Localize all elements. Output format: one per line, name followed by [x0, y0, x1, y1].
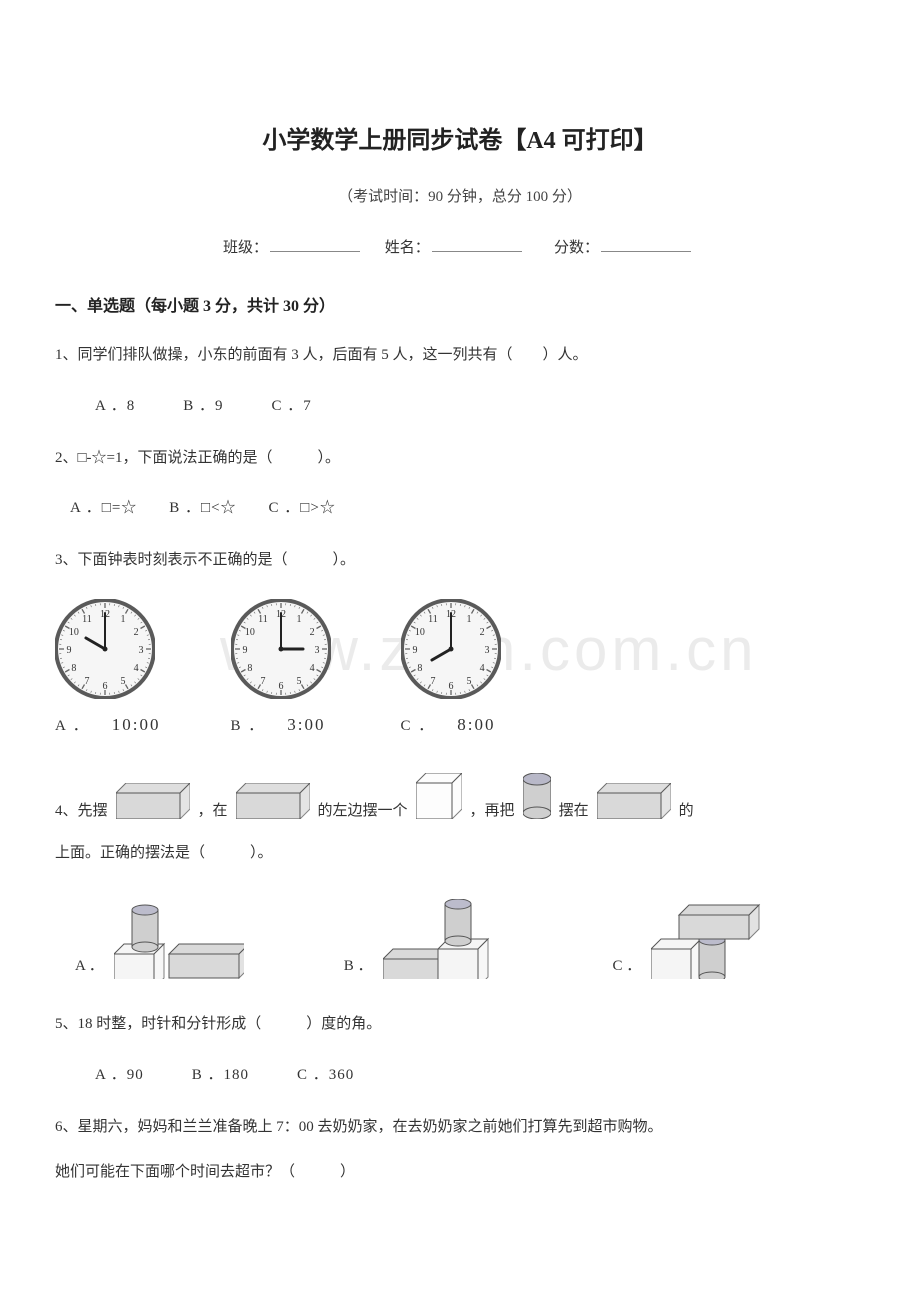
- q2-text: 2、□-☆=1，下面说法正确的是（ ）。: [55, 443, 865, 475]
- svg-text:7: 7: [85, 676, 90, 687]
- svg-text:5: 5: [466, 676, 471, 687]
- cuboid-icon: [236, 783, 310, 832]
- q4-pre: 4、先摆: [55, 795, 108, 832]
- svg-text:6: 6: [103, 681, 108, 692]
- class-label: 班级：: [223, 240, 268, 256]
- cuboid-icon: [116, 783, 190, 832]
- q2-options: A ．□=☆ B ．□<☆ C ．□>☆: [70, 496, 865, 517]
- arrangement-option: C ．: [613, 899, 772, 979]
- svg-text:7: 7: [260, 676, 265, 687]
- svg-text:1: 1: [296, 613, 301, 624]
- svg-text:8: 8: [71, 663, 76, 674]
- svg-text:4: 4: [134, 663, 139, 674]
- clock-option-label: B ．: [231, 714, 266, 735]
- arrangement-label: A ．: [75, 954, 104, 979]
- name-label: 姓名：: [385, 240, 430, 256]
- q5-options: A ．90 B ．180 C ．360: [95, 1063, 865, 1084]
- svg-text:1: 1: [466, 613, 471, 624]
- clock-option-label: A ．: [55, 714, 90, 735]
- score-label: 分数：: [554, 240, 599, 256]
- q4-mid5: 的: [679, 795, 694, 832]
- name-blank[interactable]: [432, 251, 522, 252]
- q4-mid3: ，再把: [470, 795, 515, 832]
- section-1-header: 一、单选题（每小题 3 分，共计 30 分）: [55, 292, 865, 316]
- svg-text:8: 8: [247, 663, 252, 674]
- svg-text:2: 2: [134, 627, 139, 638]
- q4-mid2: 的左边摆一个: [318, 795, 408, 832]
- svg-text:9: 9: [242, 645, 247, 656]
- svg-text:4: 4: [479, 663, 484, 674]
- svg-text:5: 5: [296, 676, 301, 687]
- svg-text:11: 11: [82, 613, 92, 624]
- svg-text:3: 3: [314, 645, 319, 656]
- svg-text:2: 2: [479, 627, 484, 638]
- svg-text:10: 10: [244, 627, 254, 638]
- svg-text:3: 3: [139, 645, 144, 656]
- arrangement-option: A ．: [75, 899, 244, 979]
- student-info-line: 班级： 姓名： 分数：: [55, 236, 865, 257]
- svg-text:7: 7: [430, 676, 435, 687]
- svg-text:4: 4: [309, 663, 314, 674]
- q6-text: 6、星期六，妈妈和兰兰准备晚上 7：00 去奶奶家，在去奶奶家之前她们打算先到超…: [55, 1112, 865, 1144]
- svg-text:11: 11: [428, 613, 438, 624]
- arrangement-label: B ．: [344, 954, 373, 979]
- q6-text2: 她们可能在下面哪个时间去超市？（ ）: [55, 1157, 865, 1189]
- cuboid-icon: [597, 783, 671, 832]
- svg-text:9: 9: [412, 645, 417, 656]
- cylinder-icon: [523, 773, 551, 832]
- clock-time-label: 3:00: [287, 715, 325, 735]
- q5-text: 5、18 时整，时针和分针形成（ ）度的角。: [55, 1009, 865, 1041]
- svg-text:3: 3: [484, 645, 489, 656]
- svg-text:9: 9: [67, 645, 72, 656]
- clock-option-label: C ．: [401, 714, 436, 735]
- score-blank[interactable]: [601, 251, 691, 252]
- svg-text:8: 8: [417, 663, 422, 674]
- clock-item: 123456789101112 C ．8:00: [401, 599, 501, 735]
- exam-info: （考试时间：90 分钟，总分 100 分）: [55, 185, 865, 206]
- class-blank[interactable]: [270, 251, 360, 252]
- svg-text:6: 6: [448, 681, 453, 692]
- clock-item: 123456789101112 B ．3:00: [231, 599, 331, 735]
- clock-item: 123456789101112 A ．10:00: [55, 599, 161, 735]
- q1-text: 1、同学们排队做操，小东的前面有 3 人，后面有 5 人，这一列共有（ ）人。: [55, 340, 865, 372]
- arrangement-option: B ．: [344, 899, 513, 979]
- q3-clock-row: 123456789101112 A ．10:00 123456789101112…: [55, 599, 865, 735]
- q3-text: 3、下面钟表时刻表示不正确的是（ ）。: [55, 545, 865, 577]
- cube-icon: [416, 773, 462, 832]
- clock-time-label: 8:00: [457, 715, 495, 735]
- q4-mid1: ，在: [198, 795, 228, 832]
- q4-arrangement-row: A ． B ． C ．: [75, 899, 865, 979]
- svg-text:2: 2: [309, 627, 314, 638]
- q4-line2: 上面。正确的摆法是（ ）。: [55, 838, 865, 870]
- svg-text:5: 5: [121, 676, 126, 687]
- svg-text:10: 10: [69, 627, 79, 638]
- svg-text:6: 6: [278, 681, 283, 692]
- arrangement-label: C ．: [613, 954, 642, 979]
- page-title: 小学数学上册同步试卷【A4 可打印】: [55, 120, 865, 155]
- clock-time-label: 10:00: [112, 715, 161, 735]
- svg-text:11: 11: [258, 613, 268, 624]
- q4-mid4: 摆在: [559, 795, 589, 832]
- svg-text:1: 1: [121, 613, 126, 624]
- q4-line1: 4、先摆 ，在 的左边摆一个 ，再把 摆在 的: [55, 773, 865, 832]
- svg-text:10: 10: [414, 627, 424, 638]
- q1-options: A ．8 B ．9 C ．7: [95, 394, 865, 415]
